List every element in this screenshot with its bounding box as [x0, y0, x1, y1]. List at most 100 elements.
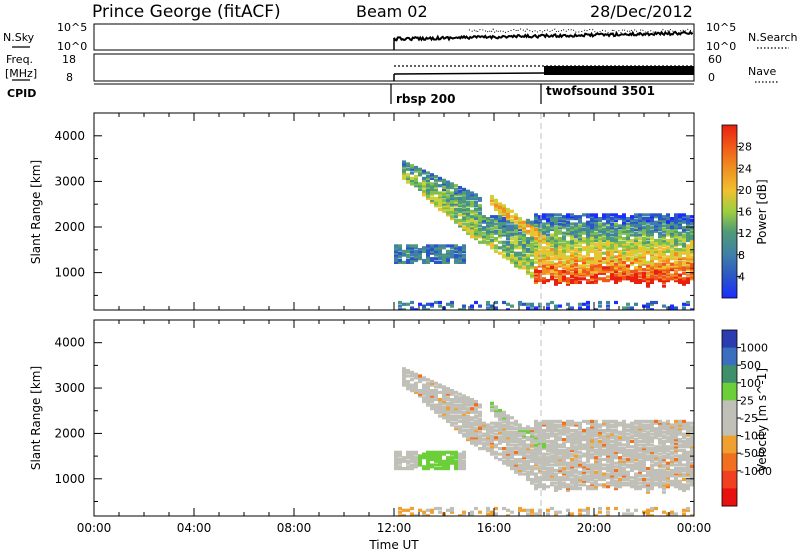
velocity-cell	[474, 436, 478, 440]
power-cell	[618, 271, 622, 275]
velocity-cell	[506, 452, 510, 456]
velocity-cell	[634, 441, 638, 445]
velocity-cell	[650, 459, 654, 463]
power-cell	[690, 275, 694, 279]
velocity-cell	[690, 472, 694, 476]
velocity-cell	[630, 468, 634, 472]
velocity-cell	[438, 463, 442, 467]
power-cell	[590, 242, 594, 246]
power-cell	[414, 249, 418, 253]
power-cell	[566, 240, 570, 244]
velocity-cell	[466, 401, 470, 405]
power-cell	[614, 217, 618, 221]
power-cell	[562, 275, 566, 279]
velocity-cell	[638, 439, 642, 443]
velocity-cell	[414, 452, 418, 456]
power-cell	[506, 213, 510, 217]
velocity-cell	[658, 445, 662, 449]
velocity-cell	[450, 452, 454, 456]
velocity-cell	[398, 452, 402, 456]
velocity-cell	[686, 443, 690, 447]
power-cell	[490, 222, 494, 226]
power-cell	[594, 238, 598, 243]
power-cell	[454, 257, 458, 261]
power-cell	[682, 220, 686, 224]
velocity-cell	[614, 421, 618, 425]
power-cell	[586, 233, 590, 237]
power-cell	[562, 260, 566, 264]
velocity-cell	[662, 470, 666, 474]
power-cell	[506, 248, 510, 252]
velocity-cell	[662, 454, 666, 458]
velocity-cell	[634, 434, 638, 438]
power-cell	[586, 251, 590, 255]
velocity-cell	[602, 477, 606, 482]
power-cell	[562, 244, 566, 248]
velocity-cell	[462, 421, 466, 425]
power-cell	[542, 251, 546, 255]
velocity-cell	[618, 421, 622, 425]
velocity-cell	[514, 463, 518, 467]
velocity-cell	[510, 454, 514, 458]
velocity-cell	[554, 432, 558, 436]
velocity-cell	[458, 428, 462, 433]
power-cell	[582, 257, 586, 261]
power-cell	[442, 202, 446, 206]
power-cell	[498, 251, 502, 255]
velocity-cell	[642, 465, 646, 469]
velocity-cell	[434, 410, 438, 414]
cpid-segments: rbsp 200 twofsound 3501	[94, 83, 694, 106]
velocity-cell	[670, 481, 674, 485]
velocity-cell	[534, 427, 538, 431]
velocity-cell	[542, 432, 546, 436]
velocity-cell	[670, 438, 674, 442]
velocity-cell	[670, 512, 674, 516]
velocity-cell	[562, 443, 566, 447]
velocity-cell	[470, 434, 474, 438]
velocity-cell	[474, 443, 478, 447]
power-cell	[630, 220, 634, 224]
power-cell	[474, 202, 478, 206]
velocity-cell	[510, 421, 514, 425]
velocity-cell	[666, 447, 670, 451]
velocity-cell	[442, 450, 446, 454]
velocity-cell	[490, 436, 494, 440]
power-cell	[490, 198, 494, 202]
power-cell	[686, 244, 690, 248]
power-cell	[622, 229, 626, 233]
velocity-cell	[654, 483, 658, 487]
velocity-cell	[534, 479, 538, 483]
power-cell	[402, 176, 406, 180]
power-cell	[470, 211, 474, 215]
power-cell	[442, 191, 446, 195]
velocity-cell	[514, 427, 518, 431]
power-cell	[442, 257, 446, 261]
power-cell	[450, 215, 454, 219]
velocity-cell	[446, 419, 450, 423]
power-cell	[414, 246, 418, 250]
power-cell	[550, 242, 554, 246]
velocity-colorbar-block	[722, 400, 737, 419]
power-cell	[538, 258, 542, 263]
velocity-cell	[550, 472, 554, 476]
velocity-cell	[598, 423, 602, 427]
power-cell	[394, 246, 398, 250]
power-cell	[614, 268, 618, 272]
power-cell	[530, 302, 534, 306]
power-cell	[662, 238, 666, 243]
power-cell	[490, 240, 494, 244]
power-cell	[618, 249, 622, 253]
power-cell	[642, 231, 646, 235]
power-cell	[534, 220, 538, 224]
velocity-cell	[526, 456, 530, 460]
velocity-cell	[470, 403, 474, 407]
power-cell	[650, 268, 654, 272]
velocity-cell	[526, 454, 530, 458]
velocity-cell	[474, 414, 478, 418]
power-cell	[502, 231, 506, 235]
power-cell	[594, 280, 598, 284]
power-cell	[562, 215, 566, 219]
velocity-cell	[586, 467, 590, 471]
power-cell	[530, 244, 534, 248]
velocity-cell	[690, 514, 694, 516]
